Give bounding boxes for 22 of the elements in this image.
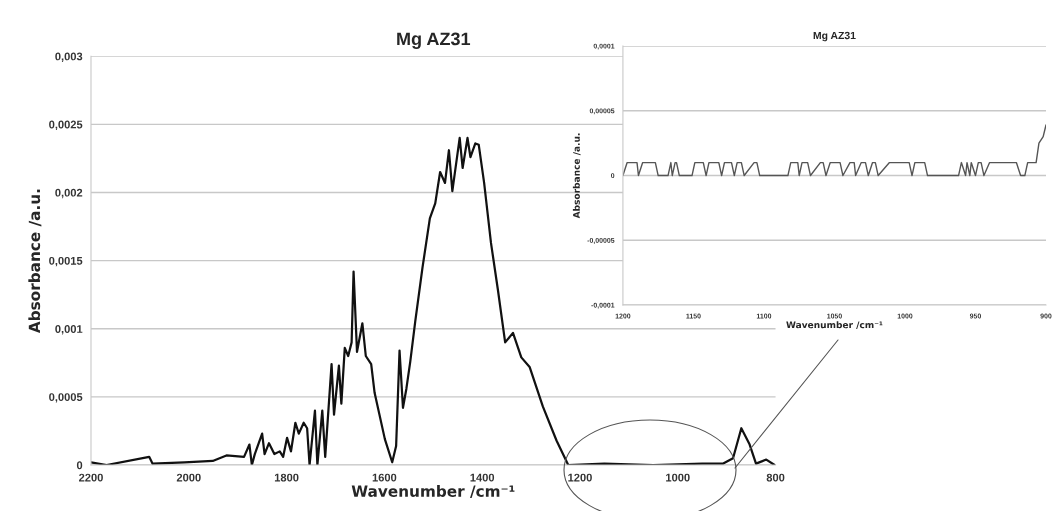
x-tick-label: 2000 xyxy=(176,473,201,482)
x-tick-label: 1400 xyxy=(470,473,495,482)
y-tick-label: 0,001 xyxy=(55,325,83,335)
x-tick-label: 2200 xyxy=(79,473,103,482)
x-axis-title: Wavenumber /cm⁻¹ xyxy=(786,321,883,329)
y-axis-title: Absorbance /a.u. xyxy=(572,133,581,219)
x-axis-title: Wavenumber /cm⁻¹ xyxy=(351,485,515,499)
chart-title: Mg AZ31 xyxy=(397,32,471,49)
y-tick-label: 0,002 xyxy=(55,188,83,199)
x-tick-label: 1800 xyxy=(274,473,299,482)
chart-title: Mg AZ31 xyxy=(813,31,856,42)
y-tick-label: 0,003 xyxy=(55,52,83,62)
y-tick-label: 0,0025 xyxy=(49,120,83,131)
line-series xyxy=(622,124,1046,177)
y-tick-label: 0 xyxy=(76,461,83,470)
y-axis-title: Absorbance /a.u. xyxy=(28,189,42,334)
x-tick-label: 1200 xyxy=(568,473,592,482)
x-tick-label: 800 xyxy=(766,473,785,482)
y-tick-label: 0,0005 xyxy=(49,393,83,403)
y-tick-label: 0,0015 xyxy=(49,256,83,267)
x-tick-label: 1600 xyxy=(372,473,397,482)
x-tick-label: 1000 xyxy=(666,473,690,482)
